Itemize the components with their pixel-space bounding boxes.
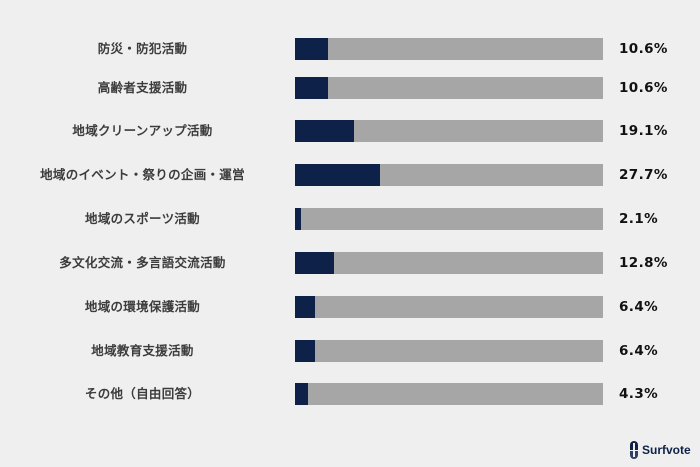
category-label: 高齢者支援活動 [97, 80, 188, 95]
bar-row: その他（自由回答） 4.3% [0, 383, 700, 405]
bar-row: 地域の環境保護活動 6.4% [0, 296, 700, 318]
bar-track [295, 296, 603, 318]
bar-fill [295, 120, 354, 142]
category-label: 地域教育支援活動 [91, 343, 194, 358]
bar-fill [295, 296, 315, 318]
value-label: 19.1% [619, 123, 668, 139]
category-label: 地域の環境保護活動 [84, 299, 201, 314]
value-label: 2.1% [619, 211, 659, 227]
bar-fill [295, 38, 328, 60]
value-label: 6.4% [619, 299, 659, 315]
category-label: 多文化交流・多言語交流活動 [59, 255, 226, 270]
category-label: その他（自由回答） [84, 386, 201, 401]
value-label: 10.6% [619, 41, 668, 57]
value-label: 4.3% [619, 386, 659, 402]
bar-track [295, 38, 603, 60]
bar-track [295, 383, 603, 405]
brand-name: Surfvote [642, 443, 691, 457]
bar-row: 地域のイベント・祭りの企画・運営 27.7% [0, 164, 700, 186]
value-label: 12.8% [619, 255, 668, 271]
bar-track [295, 208, 603, 230]
bar-track [295, 164, 603, 186]
value-label: 27.7% [619, 167, 668, 183]
bar-fill [295, 208, 302, 230]
bar-track [295, 77, 603, 99]
bar-fill [295, 383, 309, 405]
bar-track [295, 252, 603, 274]
bar-fill [295, 77, 328, 99]
bar-fill [295, 340, 315, 362]
bar-fill [295, 164, 381, 186]
value-label: 10.6% [619, 80, 668, 96]
bar-row: 防災・防犯活動 10.6% [0, 38, 700, 60]
category-label: 地域クリーンアップ活動 [72, 123, 213, 138]
bar-track [295, 340, 603, 362]
bar-row: 多文化交流・多言語交流活動 12.8% [0, 252, 700, 274]
category-label: 地域のスポーツ活動 [85, 211, 200, 226]
bar-row: 高齢者支援活動 10.6% [0, 77, 700, 99]
category-label: 地域のイベント・祭りの企画・運営 [40, 167, 245, 182]
brand-logo: Surfvote [630, 440, 691, 460]
bar-row: 地域のスポーツ活動 2.1% [0, 208, 700, 230]
bar-row: 地域教育支援活動 6.4% [0, 340, 700, 362]
bar-fill [295, 252, 335, 274]
bar-track [295, 120, 603, 142]
surfvote-logo-icon [630, 441, 638, 459]
value-label: 6.4% [619, 343, 659, 359]
category-label: 防災・防犯活動 [97, 41, 188, 56]
bar-row: 地域クリーンアップ活動 19.1% [0, 120, 700, 142]
